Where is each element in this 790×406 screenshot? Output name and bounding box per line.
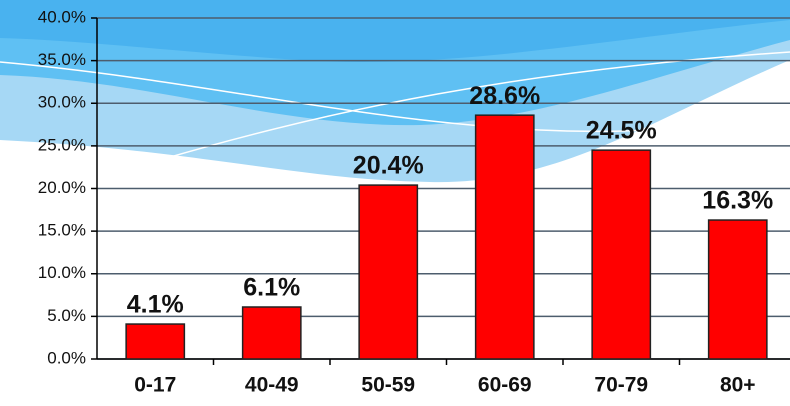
value-label: 16.3% (702, 187, 773, 215)
x-tick-label: 80+ (720, 374, 756, 397)
y-tick-label: 40.0% (38, 7, 86, 26)
y-tick-label: 35.0% (38, 50, 86, 69)
bar (591, 149, 652, 360)
value-label: 4.1% (127, 291, 184, 319)
bar (358, 184, 419, 360)
x-tick-label: 50-59 (361, 374, 415, 397)
x-tick-label: 0-17 (134, 374, 176, 397)
y-tick-label: 30.0% (38, 93, 86, 112)
value-label: 6.1% (243, 274, 300, 302)
bar (241, 306, 302, 360)
y-tick-label: 20.0% (38, 178, 86, 197)
value-label: 24.5% (586, 117, 657, 145)
y-tick-label: 25.0% (38, 135, 86, 154)
x-tick-label: 70-79 (594, 374, 648, 397)
y-tick-label: 10.0% (38, 263, 86, 282)
y-tick-label: 5.0% (47, 306, 86, 325)
x-tick-label: 40-49 (245, 374, 299, 397)
value-label: 20.4% (353, 152, 424, 180)
bar (707, 219, 768, 360)
x-tick-label: 60-69 (478, 374, 532, 397)
wave-dark (0, 0, 790, 62)
y-tick-label: 0.0% (47, 348, 86, 367)
wave-line (0, 61, 790, 133)
bar (474, 114, 535, 360)
value-label: 28.6% (469, 82, 540, 110)
y-tick-label: 15.0% (38, 221, 86, 240)
bar (125, 323, 186, 360)
